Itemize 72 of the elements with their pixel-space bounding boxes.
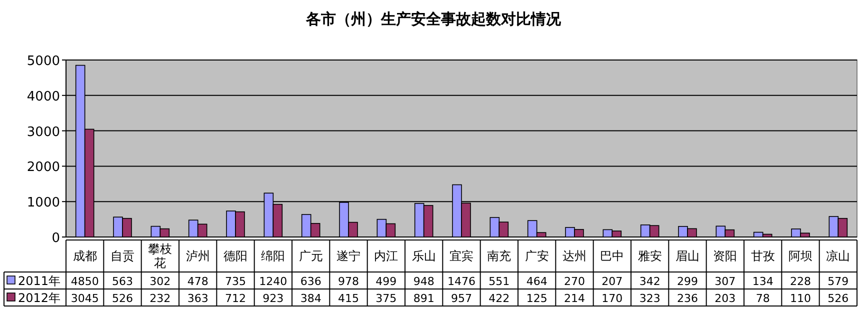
- y-tick-label: 3000: [26, 124, 60, 140]
- data-label: 978: [338, 275, 359, 288]
- x-tick-label: 眉山: [676, 249, 700, 263]
- legend-label: 2012年: [18, 291, 61, 305]
- legend-label: 2011年: [18, 274, 61, 288]
- x-tick-label: 德阳: [224, 249, 248, 263]
- data-label: 302: [150, 275, 171, 288]
- data-label: 203: [714, 292, 736, 305]
- x-tick-label: 广安: [524, 249, 549, 263]
- x-tick-label: 雅安: [638, 249, 662, 263]
- data-label: 1476: [448, 275, 476, 288]
- data-label: 307: [714, 275, 736, 288]
- x-tick-label: 甘孜: [750, 249, 775, 263]
- data-label: 563: [112, 275, 133, 288]
- data-label: 134: [752, 275, 774, 288]
- x-tick-label: 乐山: [412, 249, 436, 263]
- x-tick-label: 阿坝: [788, 249, 812, 263]
- data-label: 579: [828, 275, 849, 288]
- chart-title: 各市（州）生产安全事故起数对比情况: [305, 10, 562, 28]
- data-label: 236: [677, 292, 698, 305]
- y-tick-label: 2000: [26, 160, 60, 176]
- data-label: 464: [526, 275, 548, 288]
- x-tick-label: 资阳: [713, 249, 738, 263]
- data-label: 636: [300, 275, 322, 288]
- data-label: 323: [639, 292, 660, 305]
- x-tick-label: 巴中: [600, 249, 624, 263]
- data-label: 299: [677, 275, 698, 288]
- y-tick-label: 1000: [26, 196, 60, 211]
- data-label: 478: [187, 275, 208, 288]
- data-label: 526: [828, 292, 849, 305]
- data-label: 712: [225, 292, 246, 305]
- data-label: 342: [639, 275, 660, 288]
- data-label: 551: [488, 275, 510, 288]
- data-label: 110: [790, 292, 811, 305]
- x-tick-label: 成都: [72, 249, 97, 263]
- data-label: 207: [602, 275, 623, 288]
- y-tick-label: 0: [52, 231, 60, 246]
- y-tick-label: 5000: [26, 54, 60, 69]
- y-tick-label: 4000: [26, 89, 60, 104]
- data-label: 228: [790, 275, 811, 288]
- data-label: 957: [451, 292, 472, 305]
- x-tick-label: 广元: [298, 249, 323, 263]
- data-label: 170: [602, 292, 623, 305]
- x-tick-label: 内江: [374, 249, 398, 263]
- data-label: 384: [300, 292, 322, 305]
- x-tick-label: 攀枝花: [148, 242, 172, 270]
- data-label: 526: [112, 292, 133, 305]
- data-label: 499: [376, 275, 397, 288]
- data-label: 232: [150, 292, 171, 305]
- data-label: 270: [564, 275, 585, 288]
- data-label: 125: [526, 292, 548, 305]
- data-label: 415: [338, 292, 359, 305]
- x-tick-label: 宜宾: [450, 249, 474, 263]
- data-label: 214: [564, 292, 585, 305]
- data-label: 375: [376, 292, 397, 305]
- data-label: 3045: [70, 292, 99, 305]
- data-label: 948: [413, 275, 434, 288]
- data-label: 4850: [70, 275, 99, 288]
- data-label: 422: [488, 292, 510, 305]
- data-label: 923: [262, 292, 284, 305]
- data-label: 78: [756, 292, 770, 305]
- data-label: 891: [413, 292, 434, 305]
- x-tick-label: 自贡: [110, 249, 134, 263]
- x-tick-label: 遂宁: [336, 249, 360, 263]
- x-tick-label: 凉山: [826, 249, 850, 263]
- x-tick-label: 绵阳: [261, 249, 286, 263]
- data-label: 1240: [259, 275, 288, 288]
- data-label: 363: [187, 292, 208, 305]
- x-tick-label: 达州: [562, 249, 586, 263]
- x-tick-label: 南充: [487, 249, 512, 263]
- data-label: 735: [225, 275, 246, 288]
- x-tick-label: 泸州: [186, 249, 210, 263]
